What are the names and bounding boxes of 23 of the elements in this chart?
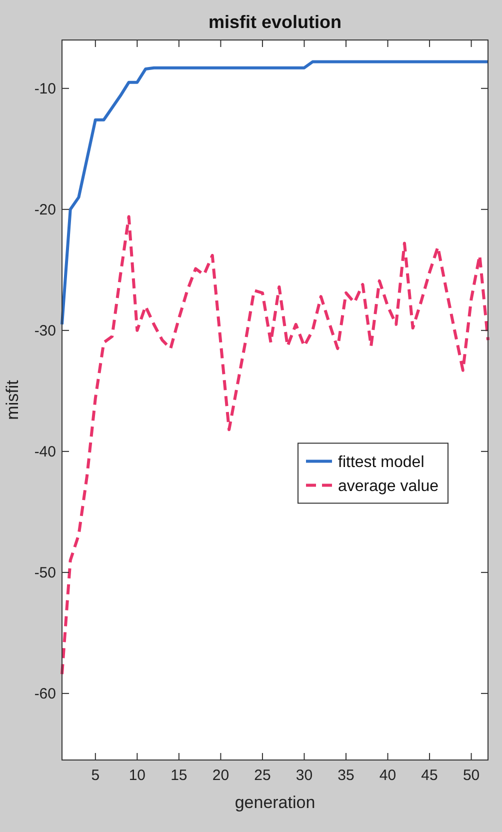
x-tick-label: 20 xyxy=(212,767,230,784)
x-tick-label: 15 xyxy=(170,767,188,784)
line-series xyxy=(60,215,490,676)
x-axis-title: generation xyxy=(234,793,316,812)
chart-title: misfit evolution xyxy=(208,12,342,32)
x-tick-label: 25 xyxy=(254,767,271,784)
y-tick-label: -40 xyxy=(34,444,56,461)
legend-label: average value xyxy=(338,478,439,495)
x-tick-label: 40 xyxy=(379,767,396,784)
y-tick-label: -20 xyxy=(34,202,56,219)
y-tick-label: -50 xyxy=(34,564,56,582)
line-series xyxy=(60,60,490,326)
y-tick-label: -60 xyxy=(34,686,56,703)
x-tick-label: 5 xyxy=(91,767,100,784)
y-tick-label: -10 xyxy=(34,80,56,98)
x-tick-label: 50 xyxy=(462,767,480,784)
x-tick-label: 30 xyxy=(296,767,313,784)
x-tick-label: 10 xyxy=(128,767,146,784)
x-tick-label: 45 xyxy=(421,767,438,784)
y-axis-title: misfit xyxy=(3,380,22,420)
legend-label: fittest model xyxy=(338,454,424,471)
y-tick-label: -30 xyxy=(34,322,56,340)
x-tick-label: 35 xyxy=(338,767,354,784)
